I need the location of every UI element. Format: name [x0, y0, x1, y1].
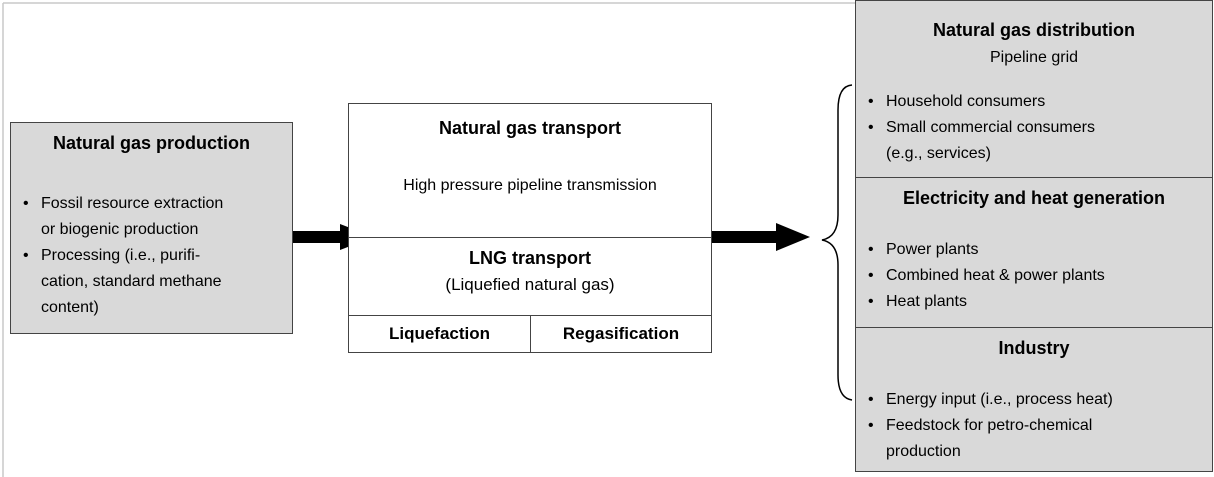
- bullet-line: Small commercial consumers: [886, 119, 1095, 136]
- use-list: Energy input (i.e., process heat) Feedsto…: [856, 387, 1113, 465]
- bullet-item: Combined heat & power plants: [868, 263, 1105, 289]
- use-section: Industry Energy input (i.e., process heat…: [856, 327, 1212, 474]
- bullet-item: Fossil resource extraction or biogenic pr…: [23, 191, 224, 243]
- use-list: Household consumers Small commercial cons…: [856, 89, 1095, 167]
- arrow-out: [693, 223, 810, 251]
- bullet-line: Processing (i.e., purifi-: [41, 247, 201, 264]
- divider: [349, 237, 711, 238]
- transport-box: Natural gas transport High pressure pipe…: [348, 103, 712, 353]
- bullet-item: Small commercial consumers (e.g., service…: [868, 115, 1095, 167]
- use-title: Industry: [998, 338, 1070, 358]
- lng-step: Liquefaction: [349, 316, 531, 353]
- bullet-item: Energy input (i.e., process heat): [868, 387, 1113, 413]
- bullet-line: Fossil resource extraction: [41, 195, 224, 212]
- lng-title: LNG transport: [468, 248, 591, 268]
- bullet-line: production: [886, 443, 961, 460]
- bullet-item: Household consumers: [868, 89, 1095, 115]
- lng-steps: Liquefaction Regasification: [349, 315, 711, 353]
- production-title: Natural gas production: [52, 133, 250, 153]
- lng-step: Regasification: [562, 324, 680, 343]
- bullet-item: Feedstock for petro-chemical production: [868, 413, 1113, 465]
- bullet-line: (e.g., services): [886, 145, 991, 162]
- brace: [821, 84, 853, 401]
- lng-subtitle: (Liquefied natural gas): [445, 275, 615, 294]
- production-box: Natural gas production Fossil resource e…: [10, 122, 293, 334]
- use-title: Natural gas distribution: [932, 20, 1136, 40]
- use-section: Natural gas distribution Pipeline grid Hou…: [856, 1, 1212, 177]
- uses-box: Natural gas distribution Pipeline grid Hou…: [855, 0, 1213, 472]
- bullet-line: Energy input (i.e., process heat): [886, 391, 1113, 408]
- bullet-line: Heat plants: [886, 293, 967, 310]
- bullet-item: Heat plants: [868, 289, 1105, 315]
- bullet-line: or biogenic production: [41, 221, 199, 238]
- production-list: Fossil resource extraction or biogenic pr…: [11, 191, 223, 321]
- use-subtitle: Pipeline grid: [989, 49, 1079, 66]
- bullet-item: Power plants: [868, 237, 1105, 263]
- bullet-line: content): [41, 299, 99, 316]
- use-section: Electricity and heat generation Power pla…: [856, 177, 1212, 328]
- pipeline-title: Natural gas transport: [438, 118, 622, 138]
- pipeline-subtitle: High pressure pipeline transmission: [403, 177, 657, 194]
- bullet-line: Power plants: [886, 241, 979, 258]
- bullet-item: Processing (i.e., purifi-cation, standar…: [23, 243, 223, 321]
- bullet-line: Household consumers: [886, 93, 1046, 110]
- use-title: Electricity and heat generation: [902, 188, 1166, 208]
- bullet-line: cation, standard methane: [41, 273, 222, 290]
- bullet-line: Combined heat & power plants: [886, 267, 1105, 284]
- bullet-line: Feedstock for petro-chemical: [886, 417, 1093, 434]
- use-list: Power plants Combined heat & power plants…: [856, 237, 1105, 315]
